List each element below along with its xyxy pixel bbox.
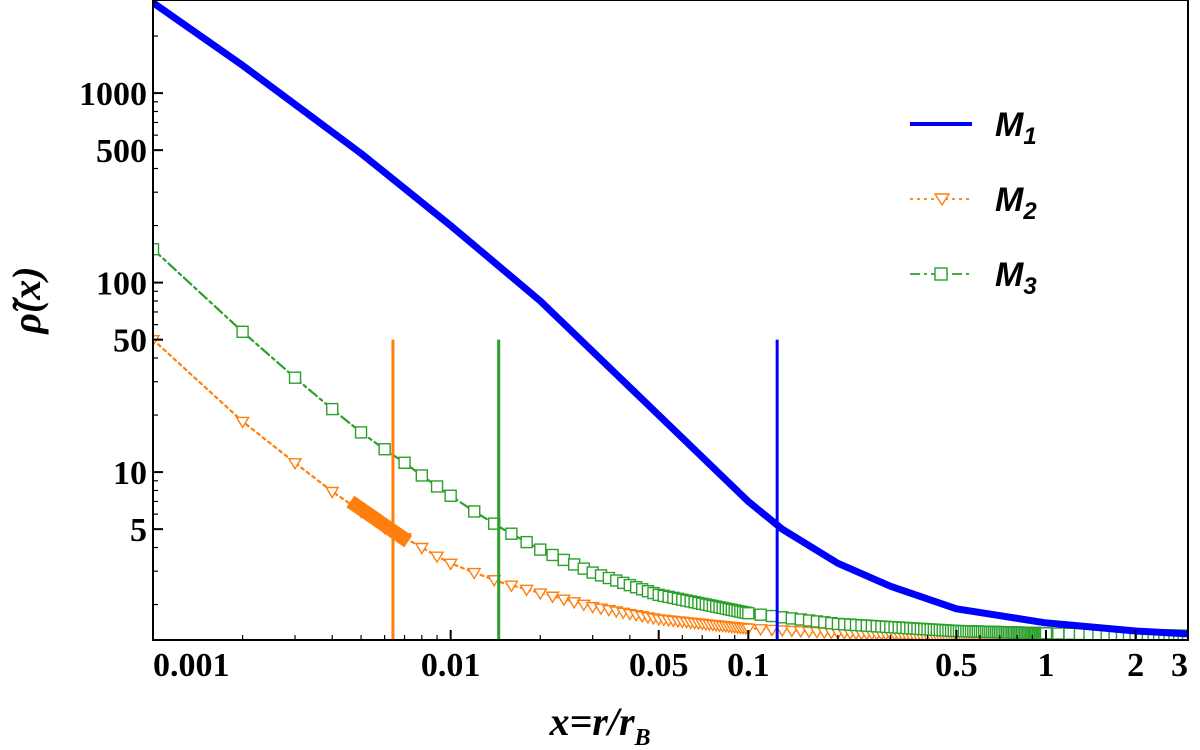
data-point-M3 [505, 527, 518, 540]
data-point-M3 [354, 426, 368, 439]
data-point-M3 [534, 543, 547, 556]
data-point-M3 [520, 535, 533, 549]
data-point-M3 [468, 505, 481, 518]
data-point-M3 [288, 371, 302, 384]
data-point-M3 [398, 456, 411, 469]
series-line-M3 [153, 248, 1188, 637]
plot-border [152, 0, 1189, 641]
x-tick-label: 1 [1037, 647, 1054, 684]
data-point-M3 [546, 548, 559, 562]
data-point-M2 [753, 624, 768, 637]
data-point-M2 [545, 591, 560, 604]
legend-label: M2 [995, 181, 1037, 225]
x-tick-label: 0.001 [153, 647, 230, 684]
data-point-M2 [556, 594, 572, 607]
legend-marker [933, 193, 951, 207]
series-layer [153, 0, 1188, 640]
x-tick-label: 2 [1127, 647, 1144, 684]
x-tick-label: 0.1 [727, 647, 770, 684]
x-tick-label: 0.01 [421, 647, 481, 684]
data-point-M2 [784, 625, 800, 638]
legend-marker [934, 267, 948, 281]
vertical-markers [391, 339, 779, 640]
data-point-M2 [504, 580, 519, 593]
data-point-M2 [519, 584, 534, 597]
legend-label: M1 [995, 106, 1037, 150]
data-point-M3 [444, 489, 457, 502]
legend-label: M3 [995, 256, 1037, 300]
data-point-M3 [557, 553, 571, 567]
data-point-M2 [741, 623, 756, 636]
plot-frame [152, 0, 1189, 641]
x-tick-label: 3 [1171, 647, 1188, 684]
data-point-M3 [742, 607, 755, 620]
data-point-M2 [287, 458, 303, 471]
data-point-M3 [236, 325, 249, 339]
highlight-segment [346, 495, 413, 548]
data-point-M3 [378, 443, 391, 456]
data-point-M3 [153, 243, 160, 256]
y-tick-label: 50 [113, 323, 147, 360]
series-line-M1 [153, 0, 1188, 638]
data-point-M2 [443, 558, 458, 571]
data-point-M2 [235, 416, 250, 429]
x-tick-label: 0.05 [629, 647, 689, 684]
axis-ticks: 0.001 0.01 0.05 0.1 0.5 1 2 3 5 10 50 100 500 1000 [79, 2, 1189, 684]
y-tick-label: 100 [96, 266, 147, 303]
data-point-M2 [486, 575, 502, 588]
data-point-M2 [324, 486, 340, 499]
y-axis-title: ρ̃(x) [4, 266, 49, 334]
data-point-M2 [466, 567, 482, 580]
data-point-M3 [415, 469, 429, 482]
data-point-M2 [764, 624, 780, 637]
y-tick-label: 10 [113, 455, 147, 492]
data-point-M3 [1052, 627, 1065, 640]
y-tick-label: 500 [96, 133, 147, 170]
y-tick-label: 1000 [79, 76, 147, 113]
data-point-M2 [414, 542, 430, 555]
legend: M1 M2 M3 [910, 106, 1037, 300]
data-point-M2 [533, 588, 548, 601]
data-point-M2 [774, 625, 790, 638]
data-point-M3 [1063, 627, 1076, 640]
data-point-M3 [754, 608, 767, 621]
data-point-M3 [430, 480, 444, 493]
x-axis-title: x=r/rB [548, 699, 650, 750]
data-point-M2 [429, 551, 445, 564]
y-tick-label: 5 [130, 512, 147, 549]
x-tick-label: 0.5 [935, 647, 978, 684]
data-point-M3 [326, 402, 339, 416]
